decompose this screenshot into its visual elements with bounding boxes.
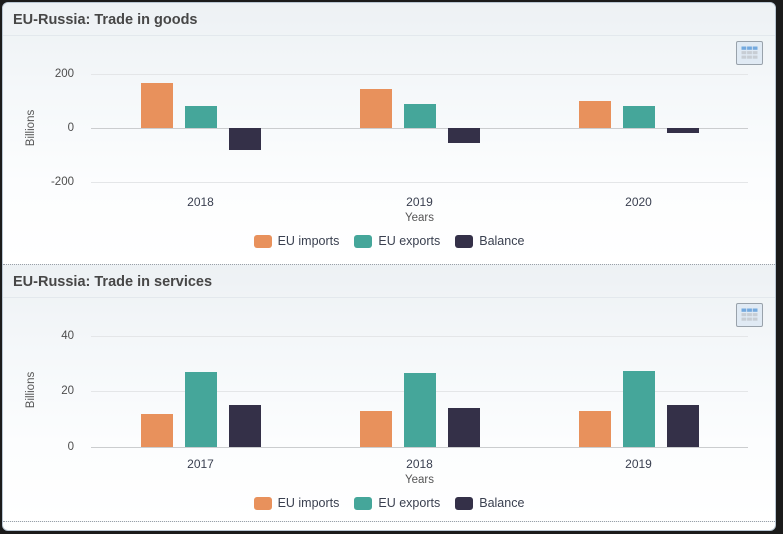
y-tick-label-0: 0 [67,122,74,134]
table-grid-icon [741,308,758,321]
x-tick-label-2019: 2019 [406,195,433,209]
x-tick-label-2018: 2018 [187,195,214,209]
y-tick-label-40: 40 [61,330,74,343]
legend-label-balance: Balance [479,234,525,248]
bar-group-2019 [578,325,699,455]
legend-label-eu-exports: EU exports [378,496,441,510]
legend-label-eu-exports: EU exports [378,234,441,248]
legend: EU imports EU exports Balance [3,496,775,510]
bar-eu-exports-2019[interactable] [403,104,436,128]
x-axis-ticks: 2017 2018 2019 [91,457,748,474]
legend-label-eu-imports: EU imports [277,234,340,248]
bar-group-2020 [578,63,699,193]
plot-area [91,325,748,455]
table-grid-icon [741,46,758,59]
y-axis-ticks: 40 20 0 [3,325,83,455]
plot-area [91,63,748,193]
bar-eu-exports-2018[interactable] [403,373,436,447]
bar-eu-imports-2018[interactable] [140,83,173,128]
gridline-40 [91,336,748,338]
bar-group-2018 [140,63,261,193]
y-tick-label-200: 200 [54,67,74,80]
bar-balance-2017[interactable] [228,405,261,447]
legend-item-eu-exports[interactable]: EU exports [354,496,440,510]
bar-eu-exports-2020[interactable] [622,105,655,128]
eu-imports-swatch-icon [253,234,272,248]
eu-exports-swatch-icon [354,234,373,248]
bar-balance-2019[interactable] [666,405,699,447]
legend-item-balance[interactable]: Balance [455,496,524,510]
gridline-0 [91,446,748,448]
charts-panel: EU-Russia: Trade in goods Billions 200 0-… [2,2,776,531]
chart-plot-region-services: Billions 40 20 0 [3,325,775,455]
legend-item-eu-exports[interactable]: EU exports [354,234,440,248]
bar-eu-imports-2020[interactable] [578,100,611,128]
legend-item-eu-imports[interactable]: EU imports [253,234,340,248]
chart-section-trade-in-services: EU-Russia: Trade in services Billions 40… [3,265,775,522]
bar-eu-imports-2018[interactable] [359,410,392,447]
x-tick-label-2019: 2019 [625,457,652,471]
bar-eu-exports-2018[interactable] [184,105,217,128]
show-data-table-button[interactable] [736,41,763,65]
legend-item-balance[interactable]: Balance [455,234,524,248]
chart-plot-region-goods: Billions 200 0 -200 [3,63,775,193]
bar-group-2018 [359,325,480,455]
bar-eu-exports-2017[interactable] [184,372,217,447]
gridline-0 [91,128,748,129]
bar-balance-2020[interactable] [666,128,699,133]
show-data-table-button[interactable] [736,303,763,327]
legend-item-eu-imports[interactable]: EU imports [253,496,340,510]
chart-section-trade-in-goods: EU-Russia: Trade in goods Billions 200 0-… [3,3,775,265]
bar-eu-imports-2017[interactable] [140,413,173,447]
balance-swatch-icon [455,496,474,510]
y-tick-label-20: 20 [61,385,74,398]
balance-swatch-icon [455,234,474,248]
gridline-200 [91,73,748,75]
x-axis-ticks: 2018 2019 2020 [91,195,748,212]
y-tick-label--200: -200 [50,176,74,189]
bar-group-2017 [140,325,261,455]
legend-label-eu-imports: EU imports [277,496,340,510]
bar-eu-imports-2019[interactable] [578,410,611,447]
bar-balance-2019[interactable] [447,128,480,144]
chart-title-services: EU-Russia: Trade in services [3,265,775,298]
x-tick-label-2017: 2017 [187,457,214,471]
x-axis-title: Years [405,212,434,224]
x-tick-label-2018: 2018 [406,457,433,471]
legend: EU imports EU exports Balance [3,234,775,248]
bar-balance-2018[interactable] [447,407,480,447]
x-axis-title: Years [405,474,434,486]
bar-eu-imports-2019[interactable] [359,88,392,128]
y-tick-label-0: 0 [67,440,74,453]
bar-group-2019 [359,63,480,193]
bar-eu-exports-2019[interactable] [622,370,655,447]
x-tick-label-2020: 2020 [625,195,652,209]
y-axis-ticks: 200 0 -200 [3,63,83,193]
bar-balance-2018[interactable] [228,128,261,151]
gridline--200 [91,182,748,184]
eu-exports-swatch-icon [354,496,373,510]
eu-imports-swatch-icon [253,496,272,510]
legend-label-balance: Balance [479,496,525,510]
chart-title-goods: EU-Russia: Trade in goods [3,3,775,36]
